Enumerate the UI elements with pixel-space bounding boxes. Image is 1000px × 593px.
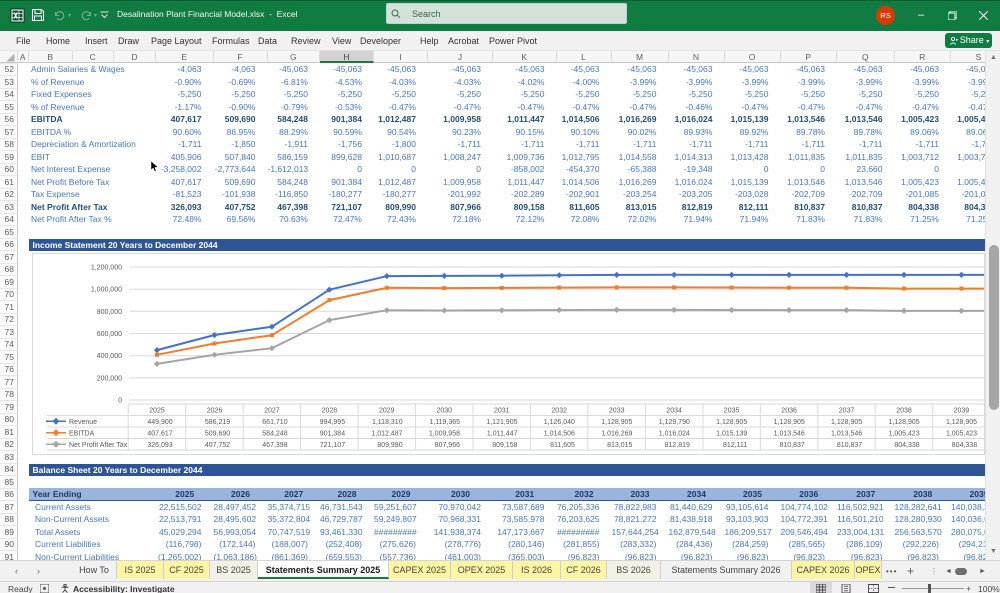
- svg-text:1,128,905: 1,128,905: [601, 419, 632, 426]
- svg-text:200,000: 200,000: [97, 375, 122, 382]
- svg-text:2036: 2036: [781, 408, 797, 415]
- svg-text:809,990: 809,990: [377, 442, 402, 449]
- svg-text:1,005,423: 1,005,423: [889, 431, 920, 438]
- svg-text:2026: 2026: [207, 408, 223, 415]
- svg-text:2037: 2037: [839, 408, 855, 415]
- svg-text:2035: 2035: [724, 408, 740, 415]
- svg-text:994,995: 994,995: [320, 419, 345, 426]
- svg-text:2033: 2033: [609, 408, 625, 415]
- svg-text:1,128,905: 1,128,905: [889, 419, 920, 426]
- svg-text:1,000,000: 1,000,000: [91, 287, 122, 294]
- svg-text:0: 0: [118, 398, 122, 405]
- svg-text:1,005,423: 1,005,423: [946, 431, 977, 438]
- svg-text:584,248: 584,248: [262, 431, 287, 438]
- svg-text:Net Profit After Tax: Net Profit After Tax: [69, 442, 128, 449]
- svg-text:2031: 2031: [494, 408, 510, 415]
- svg-text:Revenue: Revenue: [69, 419, 97, 426]
- svg-text:2032: 2032: [551, 408, 567, 415]
- svg-text:1,013,546: 1,013,546: [774, 431, 805, 438]
- svg-text:810,837: 810,837: [837, 442, 862, 449]
- svg-text:EBITDA: EBITDA: [69, 430, 95, 437]
- svg-text:1,014,506: 1,014,506: [544, 431, 575, 438]
- svg-text:721,107: 721,107: [320, 442, 345, 449]
- svg-text:509,690: 509,690: [205, 431, 230, 438]
- svg-text:2038: 2038: [896, 408, 912, 415]
- svg-text:804,338: 804,338: [894, 442, 919, 449]
- svg-text:1,119,365: 1,119,365: [429, 419, 460, 426]
- svg-text:1,128,905: 1,128,905: [831, 419, 862, 426]
- svg-text:326,093: 326,093: [147, 442, 172, 449]
- svg-text:1,012,487: 1,012,487: [371, 431, 402, 438]
- svg-text:2034: 2034: [666, 408, 682, 415]
- svg-text:807,966: 807,966: [435, 442, 460, 449]
- svg-text:812,819: 812,819: [665, 442, 690, 449]
- svg-text:810,837: 810,837: [779, 442, 804, 449]
- svg-text:1,128,905: 1,128,905: [774, 419, 805, 426]
- svg-text:586,219: 586,219: [205, 419, 230, 426]
- svg-text:1,128,905: 1,128,905: [946, 419, 977, 426]
- svg-text:813,015: 813,015: [607, 442, 632, 449]
- svg-text:1,015,139: 1,015,139: [716, 431, 747, 438]
- svg-text:1,121,905: 1,121,905: [486, 419, 517, 426]
- svg-text:2028: 2028: [322, 408, 338, 415]
- svg-text:407,617: 407,617: [147, 431, 172, 438]
- svg-text:901,384: 901,384: [320, 431, 345, 438]
- svg-text:407,752: 407,752: [205, 442, 230, 449]
- svg-text:1,016,269: 1,016,269: [601, 431, 632, 438]
- svg-text:1,126,040: 1,126,040: [544, 419, 575, 426]
- svg-text:1,118,310: 1,118,310: [372, 419, 403, 426]
- svg-text:2027: 2027: [264, 408, 280, 415]
- svg-text:1,129,790: 1,129,790: [659, 419, 690, 426]
- svg-text:1,011,447: 1,011,447: [487, 431, 518, 438]
- svg-text:1,128,905: 1,128,905: [716, 419, 747, 426]
- svg-text:809,158: 809,158: [492, 442, 517, 449]
- svg-text:804,338: 804,338: [952, 442, 977, 449]
- svg-text:1,013,546: 1,013,546: [831, 431, 862, 438]
- svg-text:661,710: 661,710: [262, 419, 287, 426]
- svg-text:2029: 2029: [379, 408, 395, 415]
- svg-text:811,605: 811,605: [550, 442, 575, 449]
- svg-text:600,000: 600,000: [97, 331, 122, 338]
- svg-text:1,009,958: 1,009,958: [429, 431, 460, 438]
- svg-text:800,000: 800,000: [97, 309, 122, 316]
- svg-text:449,900: 449,900: [147, 419, 172, 426]
- svg-text:2025: 2025: [149, 408, 165, 415]
- svg-text:1,200,000: 1,200,000: [91, 265, 122, 272]
- svg-text:2030: 2030: [437, 408, 453, 415]
- svg-text:2039: 2039: [954, 408, 970, 415]
- svg-text:467,398: 467,398: [262, 442, 287, 449]
- svg-text:1,016,024: 1,016,024: [659, 431, 690, 438]
- svg-text:400,000: 400,000: [97, 353, 122, 360]
- svg-text:812,111: 812,111: [723, 442, 747, 449]
